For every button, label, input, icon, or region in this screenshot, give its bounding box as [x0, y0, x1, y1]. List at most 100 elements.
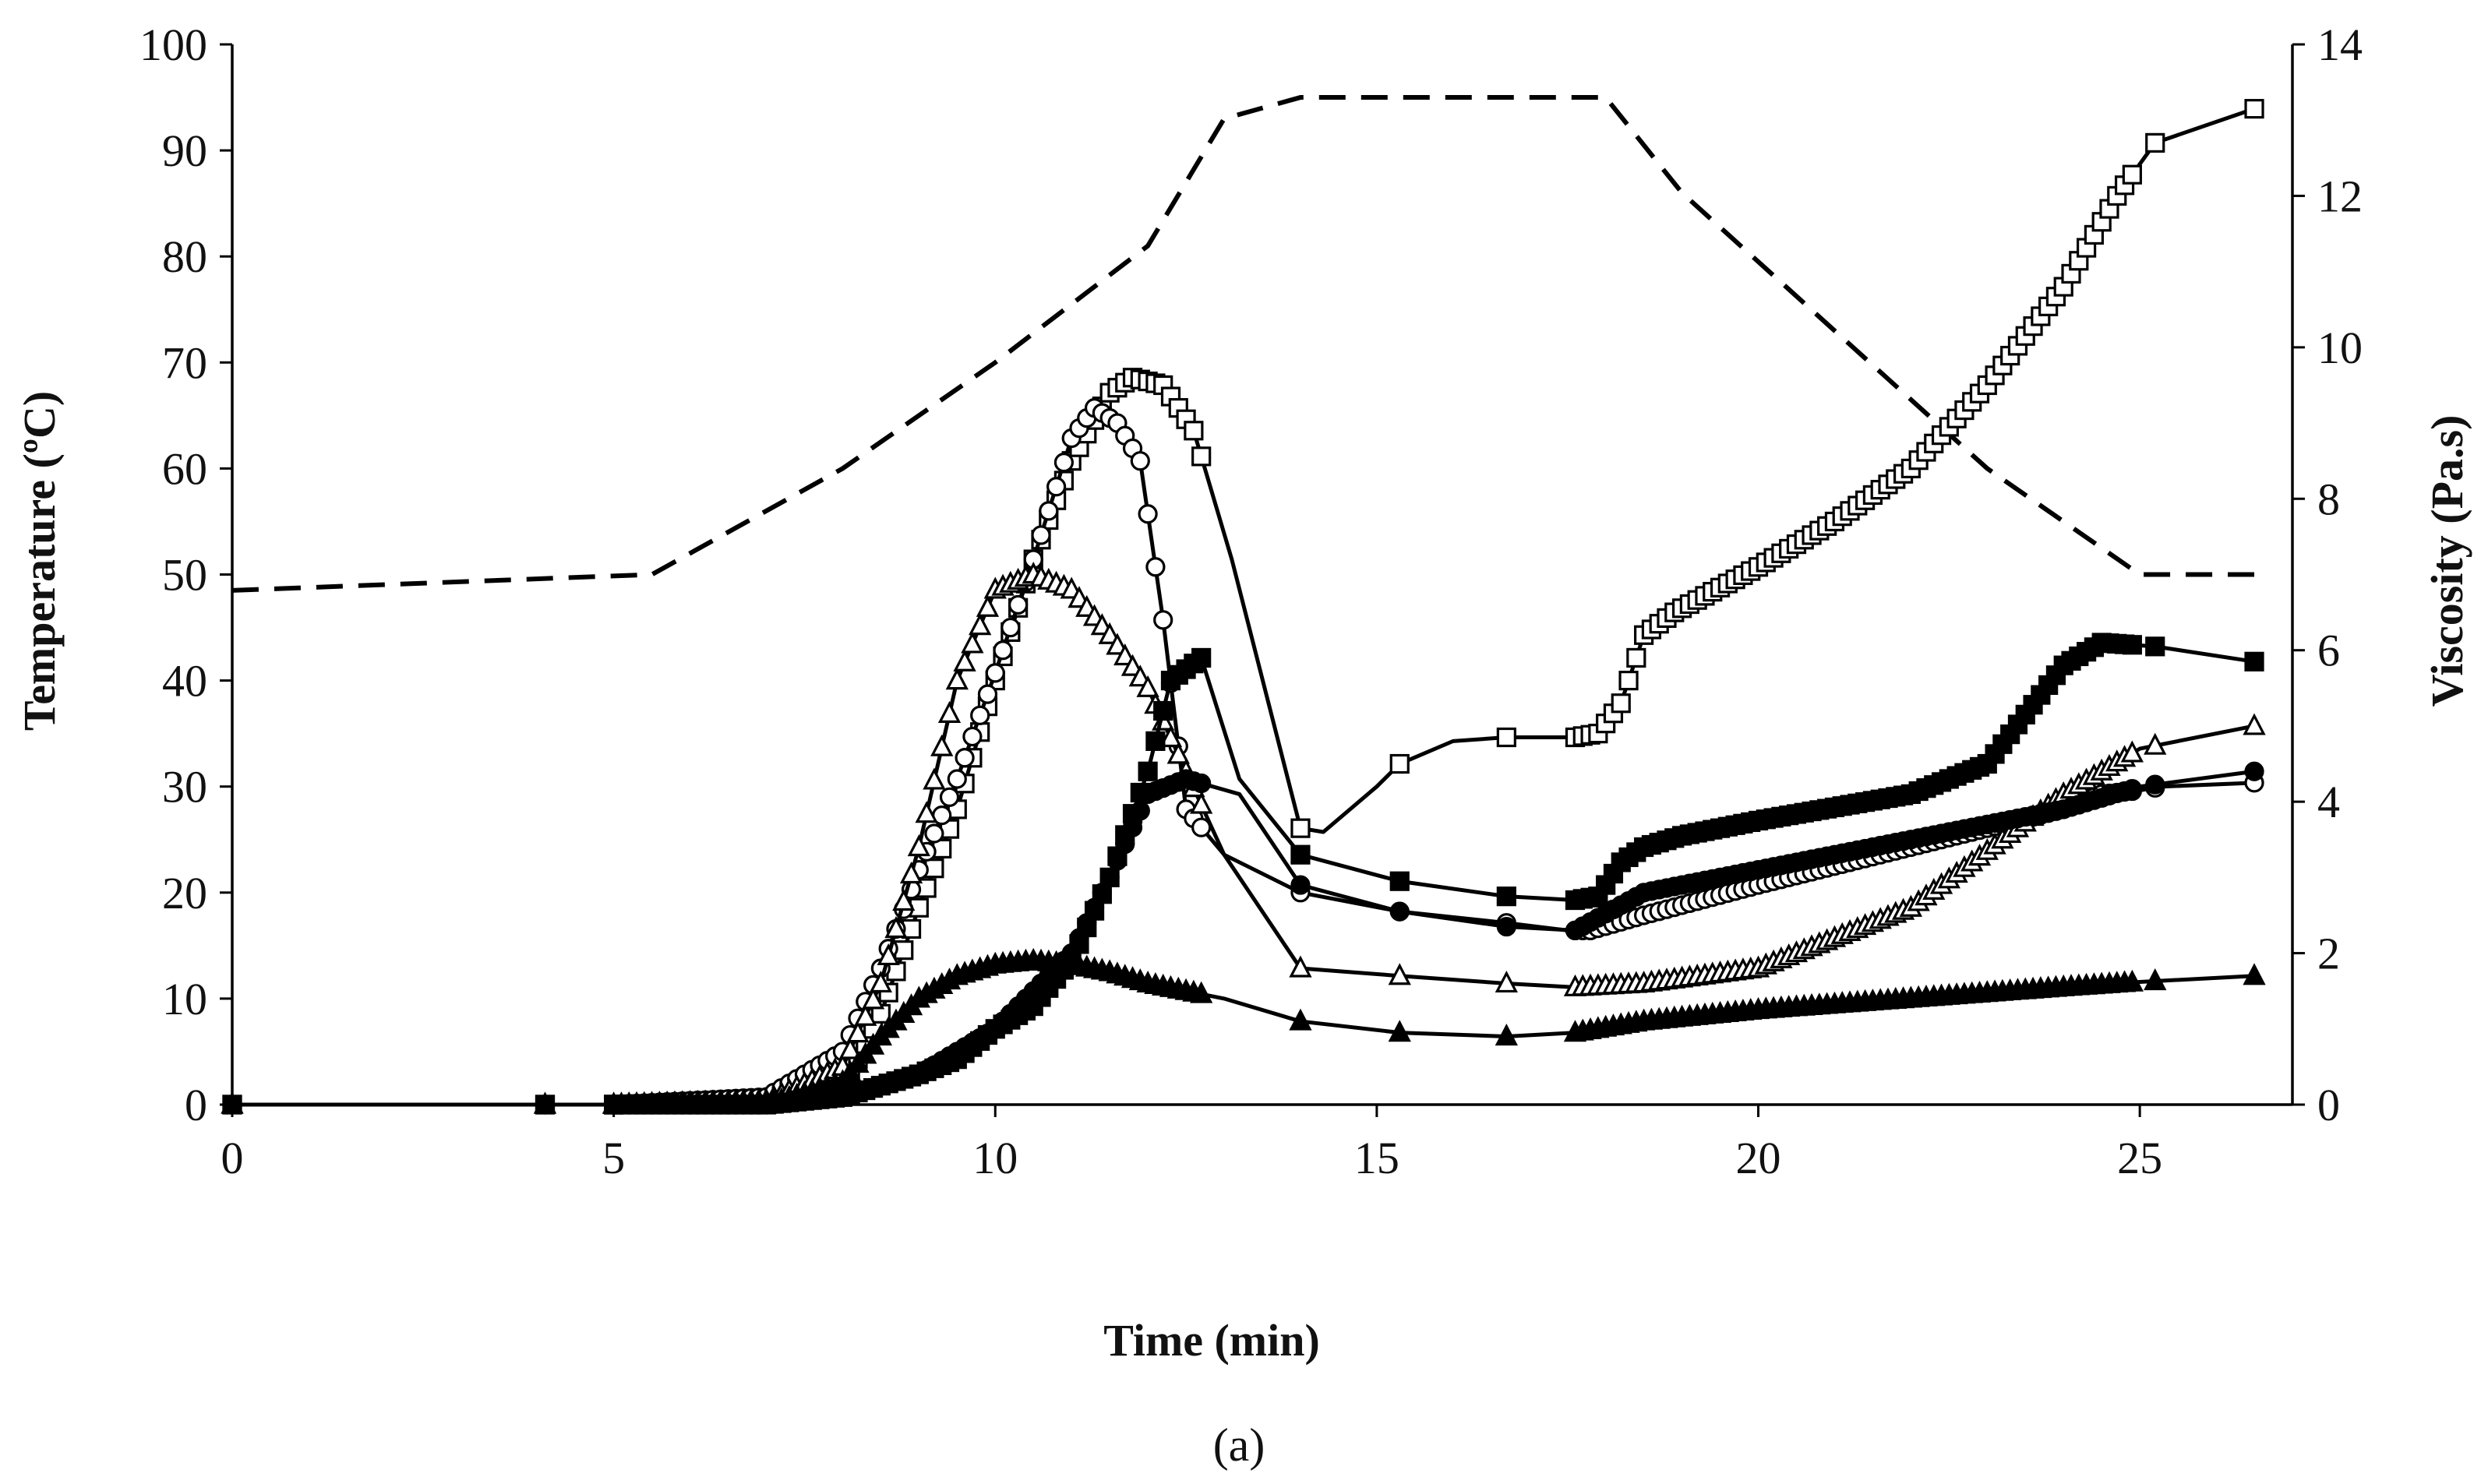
data-point [1106, 633, 1129, 655]
data-point [924, 823, 944, 844]
data-point [1031, 525, 1051, 545]
y-left-tick-label: 100 [139, 19, 207, 70]
data-point [2122, 635, 2142, 655]
data-point [1099, 867, 1120, 887]
data-point [2145, 774, 2165, 795]
data-point [1145, 557, 1166, 577]
temperature-layer [231, 95, 2255, 593]
data-point [854, 1003, 877, 1026]
data-point [1618, 670, 1639, 691]
data-point [1159, 725, 1183, 748]
data-point [1077, 913, 1097, 933]
data-point [955, 748, 975, 768]
series-line [232, 958, 2255, 1107]
y-right-tick-label: 14 [2317, 19, 2363, 70]
data-point [1495, 1024, 1519, 1046]
data-point [2122, 164, 2142, 185]
data-point [221, 1091, 244, 1114]
panel-label: (a) [1213, 1419, 1265, 1471]
data-point [2243, 963, 2266, 985]
data-point [1184, 421, 1204, 441]
data-point [1039, 501, 1059, 521]
data-point [2145, 132, 2165, 153]
data-point [1130, 801, 1150, 821]
data-point [977, 684, 998, 704]
data-point [985, 663, 1005, 683]
data-point [1115, 834, 1135, 855]
data-point [1191, 773, 1212, 794]
data-point [2243, 713, 2266, 735]
x-axis-title: Time (min) [1103, 1315, 1320, 1366]
data-point [1138, 761, 1158, 781]
data-point [1120, 654, 1145, 676]
series-filled-triangle [221, 947, 2266, 1114]
data-point [1145, 731, 1166, 751]
data-point [2120, 740, 2144, 763]
data-point [1611, 693, 1631, 714]
data-point [1388, 1020, 1411, 1042]
data-point [1138, 504, 1158, 524]
data-point [961, 631, 984, 654]
x-tick-label: 5 [602, 1133, 625, 1183]
data-point [930, 734, 954, 756]
y-left-tick-label: 90 [162, 125, 207, 176]
series-open-square [222, 99, 2264, 1115]
data-point [899, 862, 923, 884]
data-point [1496, 727, 1516, 748]
data-point [1388, 963, 1411, 985]
data-point [2144, 968, 2167, 991]
data-point [1153, 700, 1173, 721]
data-point [976, 594, 1000, 617]
y-left-tick-label: 50 [162, 550, 207, 601]
y-right-axis-title: Viscosity (Pa.s) [2422, 415, 2472, 707]
data-point [1389, 753, 1410, 774]
data-point [1136, 675, 1159, 697]
data-point [2244, 651, 2264, 672]
y-left-tick-label: 40 [162, 656, 207, 707]
data-point [962, 726, 983, 747]
data-point [1107, 851, 1128, 871]
data-point [1128, 664, 1152, 687]
data-point [846, 1020, 870, 1043]
y-right-tick-label: 12 [2317, 171, 2363, 221]
data-point [1290, 818, 1311, 838]
data-point [869, 970, 893, 993]
data-point [533, 1091, 557, 1114]
data-point [969, 613, 992, 636]
data-point [892, 889, 916, 911]
temperature-line [231, 95, 2255, 593]
data-point [1166, 742, 1190, 764]
y-right-tick-label: 10 [2317, 323, 2363, 373]
axis-labels: Time (min) Temperature (ºC) Viscosity (P… [14, 391, 2472, 1471]
y-right-tick-label: 2 [2317, 929, 2340, 979]
data-point [2122, 779, 2142, 799]
x-tick-label: 20 [1736, 1133, 1781, 1183]
y-right-tick-label: 0 [2317, 1080, 2340, 1130]
axes: 0 5 10 15 20 25 0 10 20 30 40 50 60 70 80 90 100 0 2 4 6 8 10 1… [139, 19, 2363, 1183]
x-tick-label: 15 [1354, 1133, 1399, 1183]
data-point [1113, 643, 1137, 666]
data-point [947, 769, 967, 789]
series-layer [221, 99, 2266, 1115]
series-filled-circle [222, 761, 2264, 1115]
y-left-tick-label: 70 [162, 337, 207, 388]
data-point [1289, 955, 1312, 978]
data-point [970, 705, 990, 725]
data-point [1290, 844, 1311, 865]
data-point [2145, 636, 2165, 657]
y-right-tick-label: 6 [2317, 626, 2340, 676]
data-point [2144, 732, 2167, 755]
data-point [1496, 887, 1516, 907]
y-left-tick-label: 20 [162, 868, 207, 918]
data-point [915, 801, 938, 823]
data-point [884, 916, 908, 939]
data-point [1069, 928, 1089, 948]
data-point [1153, 610, 1173, 630]
data-point [1122, 817, 1143, 837]
data-point [1626, 647, 1646, 668]
x-tick-label: 25 [2117, 1133, 2162, 1183]
y-left-tick-label: 60 [162, 443, 207, 494]
data-point [2244, 99, 2264, 119]
x-tick-label: 0 [221, 1133, 244, 1183]
